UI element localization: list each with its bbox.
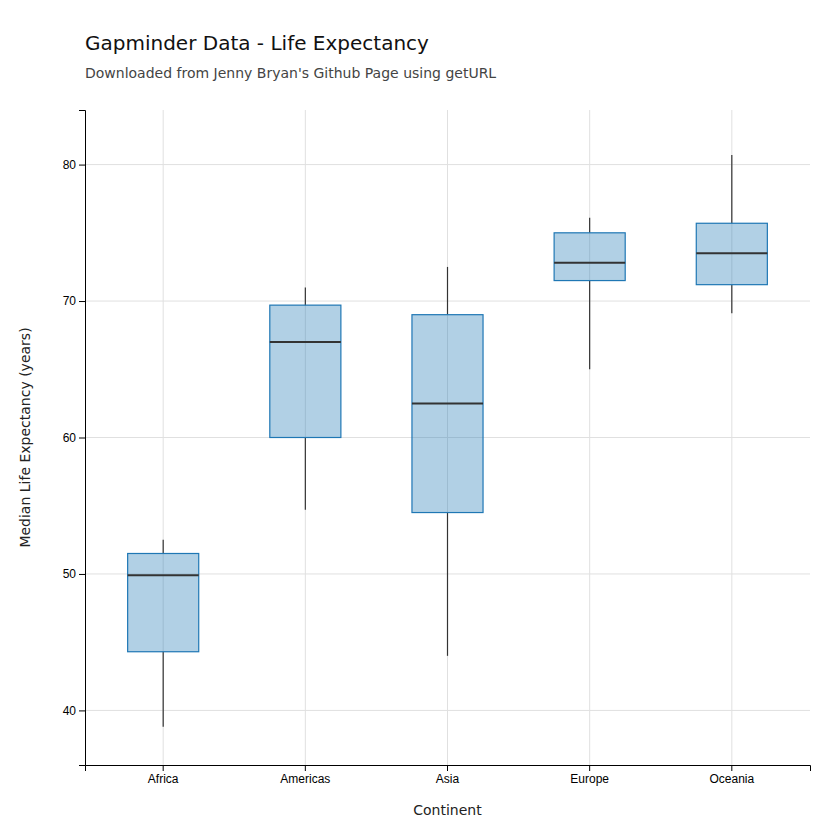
median — [128, 574, 199, 576]
box — [696, 223, 767, 284]
y-tick: 40 — [63, 704, 85, 718]
tick-label: 40 — [63, 704, 77, 718]
x-tick: Asia — [436, 765, 460, 786]
tick-mark — [447, 765, 448, 771]
x-tick: Europe — [570, 765, 609, 786]
whisker-high — [589, 218, 590, 233]
tick-mark — [79, 710, 85, 711]
tick-label: 70 — [63, 294, 77, 308]
whisker-low — [731, 285, 732, 314]
tick-label: Americas — [280, 772, 330, 786]
box-group — [412, 267, 483, 656]
whisker-low — [447, 513, 448, 656]
whisker-high — [305, 287, 306, 305]
median — [412, 402, 483, 404]
tick-label: Oceania — [709, 772, 754, 786]
tick-mark — [79, 301, 85, 302]
whisker-low — [163, 652, 164, 727]
y-tick: 60 — [63, 431, 85, 445]
tick-label: 80 — [63, 158, 77, 172]
title: Gapminder Data - Life Expectancy — [85, 31, 429, 55]
tick-mark — [79, 574, 85, 575]
y-axis-title: Median Life Expectancy (years) — [17, 327, 33, 547]
whisker-high — [731, 155, 732, 223]
grid-line — [589, 110, 590, 765]
grid-line — [163, 110, 164, 765]
x-tick: Africa — [148, 765, 179, 786]
plot: Africa Americas Asia Europe Oceania 40 50 60 70 8… — [17, 110, 811, 818]
y-tick: 70 — [63, 294, 85, 308]
y-tick: 80 — [63, 158, 85, 172]
whisker-high — [163, 540, 164, 554]
box-group — [270, 287, 341, 509]
whisker-high — [447, 267, 448, 315]
x-axis: Africa Americas Asia Europe Oceania — [86, 765, 811, 786]
box — [554, 233, 625, 281]
box-group — [696, 155, 767, 313]
box-group — [128, 540, 199, 727]
axis-line — [79, 111, 86, 766]
whisker-low — [589, 281, 590, 370]
tick-mark — [731, 765, 732, 771]
tick-mark — [163, 765, 164, 771]
grid-line — [731, 110, 732, 765]
median — [270, 341, 341, 343]
tick-mark — [79, 438, 85, 439]
tick-mark — [79, 165, 85, 166]
median — [696, 252, 767, 254]
tick-label: Europe — [570, 772, 609, 786]
grid — [85, 110, 810, 765]
tick-mark — [305, 765, 306, 771]
box — [128, 553, 199, 651]
subtitle: Downloaded from Jenny Bryan's Github Pag… — [85, 65, 496, 81]
y-tick: 50 — [63, 567, 85, 581]
tick-label: Africa — [148, 772, 179, 786]
x-tick: Americas — [280, 765, 330, 786]
median — [554, 262, 625, 264]
whisker-low — [305, 438, 306, 510]
box — [412, 315, 483, 513]
boxes — [128, 155, 768, 727]
chart: Africa Americas Asia Europe Oceania 40 50 60 70 8… — [0, 0, 840, 840]
y-axis: 40 50 60 70 80 — [63, 111, 86, 766]
axis-line — [86, 766, 811, 772]
tick-label: 50 — [63, 567, 77, 581]
x-axis-title: Continent — [413, 802, 482, 818]
tick-label: Asia — [436, 772, 460, 786]
box — [270, 305, 341, 437]
x-tick: Oceania — [709, 765, 754, 786]
box-group — [554, 218, 625, 369]
tick-label: 60 — [63, 431, 77, 445]
tick-mark — [589, 765, 590, 771]
